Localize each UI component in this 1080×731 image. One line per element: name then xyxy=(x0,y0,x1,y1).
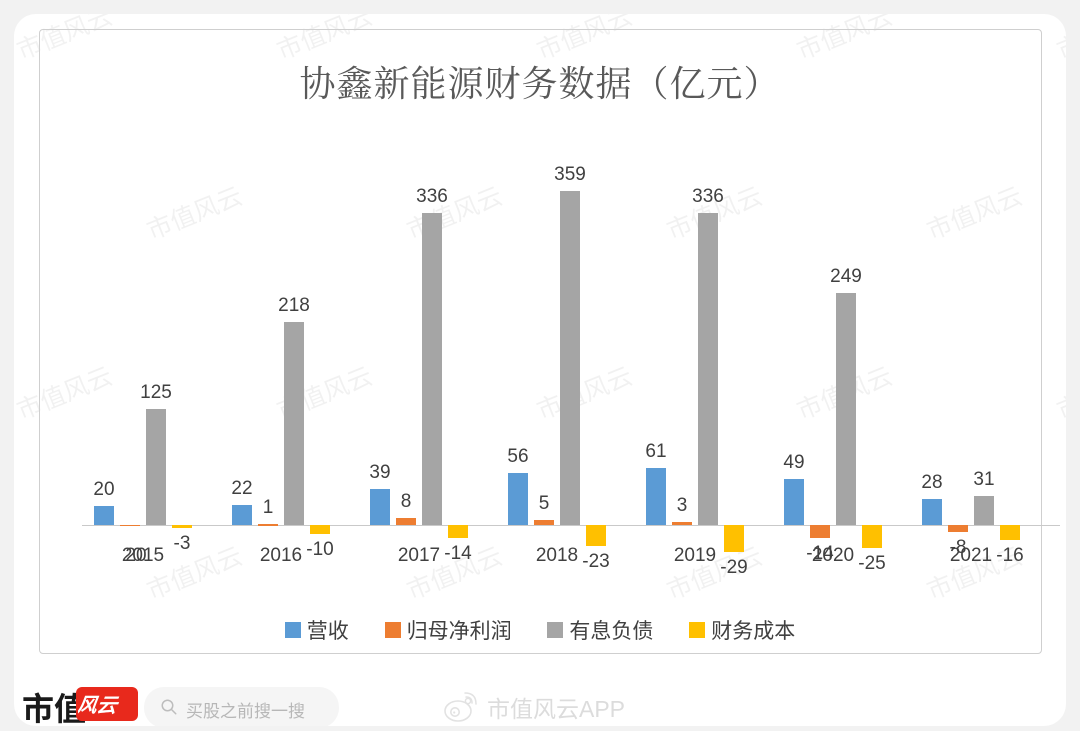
svg-text:风云: 风云 xyxy=(78,695,120,717)
